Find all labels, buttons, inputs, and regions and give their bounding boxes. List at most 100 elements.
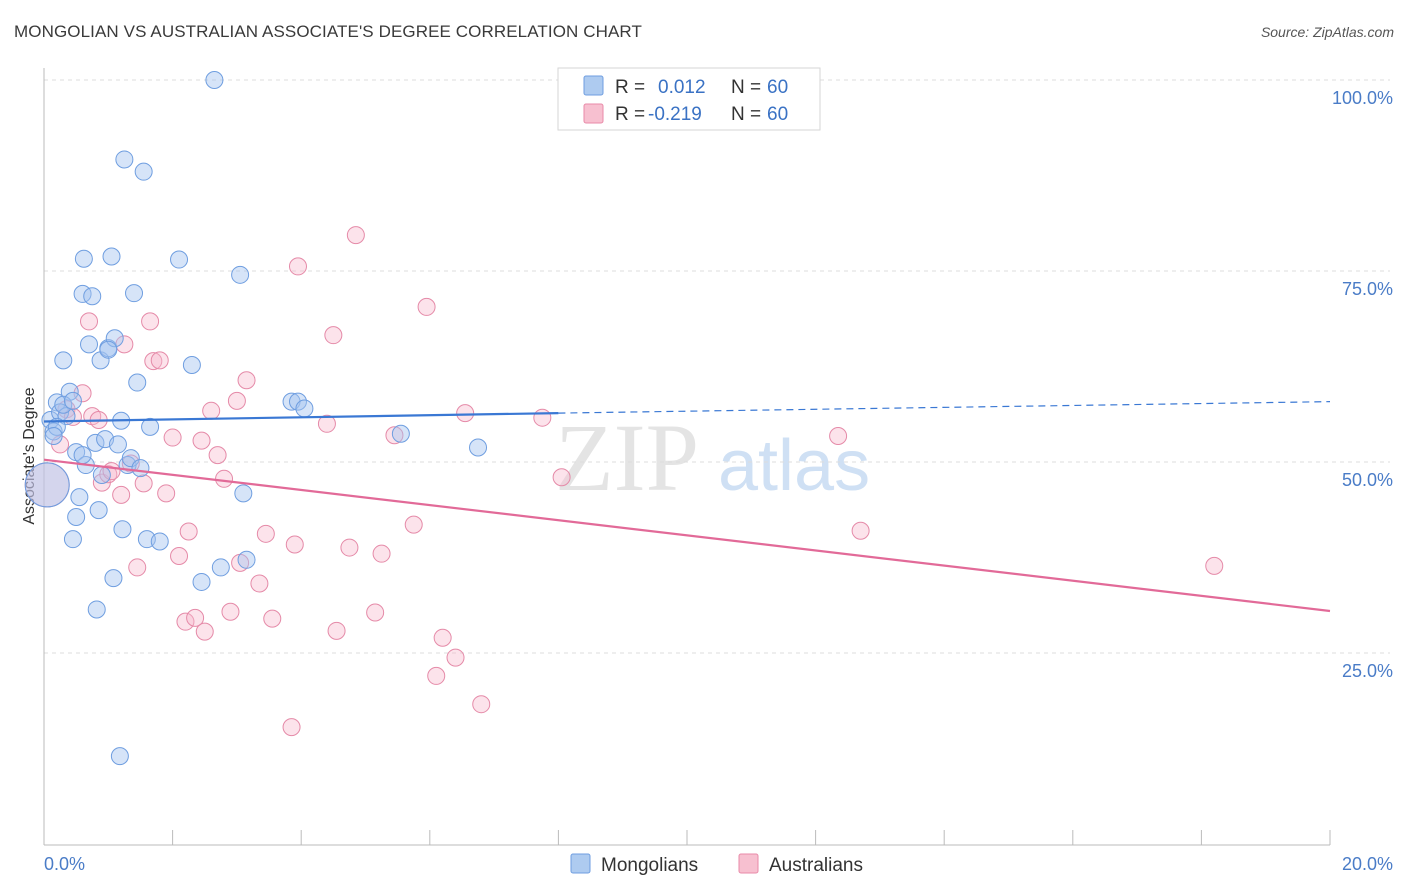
y-tick-label-25: 25.0% [1342, 661, 1393, 681]
australians-point-43 [340, 538, 359, 557]
australians-points [24, 226, 1224, 737]
australians-point-38 [285, 535, 304, 554]
australians-point-26 [195, 622, 214, 641]
mongolians-point-0 [24, 462, 70, 508]
australians-point-48 [404, 515, 423, 534]
mongolians-point-11 [70, 488, 89, 507]
australians-point-29 [215, 469, 234, 488]
mongolians-point-15 [80, 335, 99, 354]
australians-point-5 [80, 312, 99, 331]
australians-point-54 [472, 695, 491, 714]
mongolians-point-37 [134, 162, 153, 181]
mongolians-point-39 [141, 417, 160, 436]
mongolians-point-52 [391, 424, 410, 443]
australians-point-49 [417, 297, 436, 316]
australians-point-23 [179, 522, 198, 541]
legend-n-label-1: N = [731, 77, 761, 98]
mongolians-point-53 [469, 438, 488, 457]
australians-point-17 [144, 352, 163, 371]
watermark-zip: ZIP [555, 404, 699, 511]
mongolians-point-5 [54, 351, 73, 370]
australians-point-46 [372, 544, 391, 563]
australians-point-11 [112, 485, 131, 504]
legend-swatch-mongolians [583, 75, 604, 96]
australians-point-45 [366, 603, 385, 622]
australians-point-55 [533, 408, 552, 427]
mongolians-points [24, 71, 488, 766]
gridlines [44, 79, 1390, 654]
mongolians-point-17 [86, 433, 105, 452]
mongolians-point-25 [104, 569, 123, 588]
australians-point-57 [829, 427, 848, 446]
legend-bottom: Mongolians Australians [570, 853, 863, 876]
mongolians-point-34 [125, 284, 144, 303]
australians-point-59 [1205, 556, 1224, 575]
x-tick-label-min: 0.0% [44, 854, 85, 874]
mongolians-point-51 [295, 399, 314, 418]
australians-point-44 [346, 226, 365, 245]
australians-point-35 [256, 524, 275, 543]
mongolians-point-21 [92, 465, 111, 484]
y-tick-labels: 25.0% 50.0% 75.0% 100.0% [1332, 88, 1393, 681]
australians-point-9 [99, 465, 118, 484]
y-tick-label-75: 75.0% [1342, 279, 1393, 299]
mongolians-point-47 [234, 484, 253, 503]
mongolians-point-50 [288, 392, 307, 411]
mongolians-point-35 [128, 373, 147, 392]
australians-point-14 [128, 558, 147, 577]
mongolians-trendline-extension [558, 401, 1331, 414]
australians-point-20 [163, 428, 182, 447]
australians-point-27 [202, 401, 221, 420]
mongolians-point-58 [44, 427, 63, 446]
y-tick-label-100: 100.0% [1332, 88, 1393, 108]
australians-point-42 [327, 621, 346, 640]
mongolians-point-41 [170, 250, 189, 269]
mongolians-point-16 [83, 287, 102, 306]
legend-r-value-2: -0.219 [648, 104, 702, 125]
mongolians-point-36 [131, 459, 150, 478]
legend-n-value-2: 60 [767, 104, 788, 125]
australians-point-36 [263, 609, 282, 628]
australians-point-51 [433, 628, 452, 647]
australians-point-13 [121, 454, 140, 473]
mongolians-point-26 [105, 329, 124, 348]
australians-trendline [43, 458, 1331, 613]
australians-point-37 [282, 718, 301, 737]
australians-point-53 [456, 404, 475, 423]
legend-r-label-1: R = [615, 77, 645, 98]
x-axis-ticks [43, 830, 1331, 845]
mongolians-point-56 [63, 391, 82, 410]
watermark-atlas: atlas [718, 426, 870, 506]
mongolians-point-10 [67, 508, 86, 527]
australians-point-22 [176, 612, 195, 631]
mongolians-point-24 [102, 247, 121, 266]
legend-swatch-australians [583, 103, 604, 124]
australians-point-31 [227, 391, 246, 410]
australians-point-39 [288, 257, 307, 276]
mongolians-point-42 [182, 355, 201, 374]
bottom-legend-label-mongolians: Mongolians [601, 855, 698, 876]
mongolians-point-57 [99, 340, 118, 359]
australians-point-47 [385, 426, 404, 445]
mongolians-point-30 [113, 520, 132, 539]
bottom-legend-label-australians: Australians [769, 855, 863, 876]
legend-r-value-1: 0.012 [658, 77, 706, 98]
mongolians-point-55 [54, 395, 73, 414]
australians-point-16 [141, 312, 160, 331]
mongolians-point-59 [73, 446, 92, 465]
australians-point-4 [73, 384, 92, 403]
australians-point-52 [446, 648, 465, 667]
australians-point-19 [157, 484, 176, 503]
trendlines [43, 401, 1331, 613]
australians-point-50 [427, 666, 446, 685]
australians-point-18 [150, 351, 169, 370]
australians-point-15 [134, 474, 153, 493]
mongolians-point-43 [192, 572, 211, 591]
y-axis-label: Associate's Degree [21, 387, 38, 524]
australians-point-41 [324, 326, 343, 345]
mongolians-point-45 [211, 558, 230, 577]
australians-point-21 [170, 546, 189, 565]
legend-n-label-2: N = [731, 104, 761, 125]
mongolians-point-19 [89, 501, 108, 520]
